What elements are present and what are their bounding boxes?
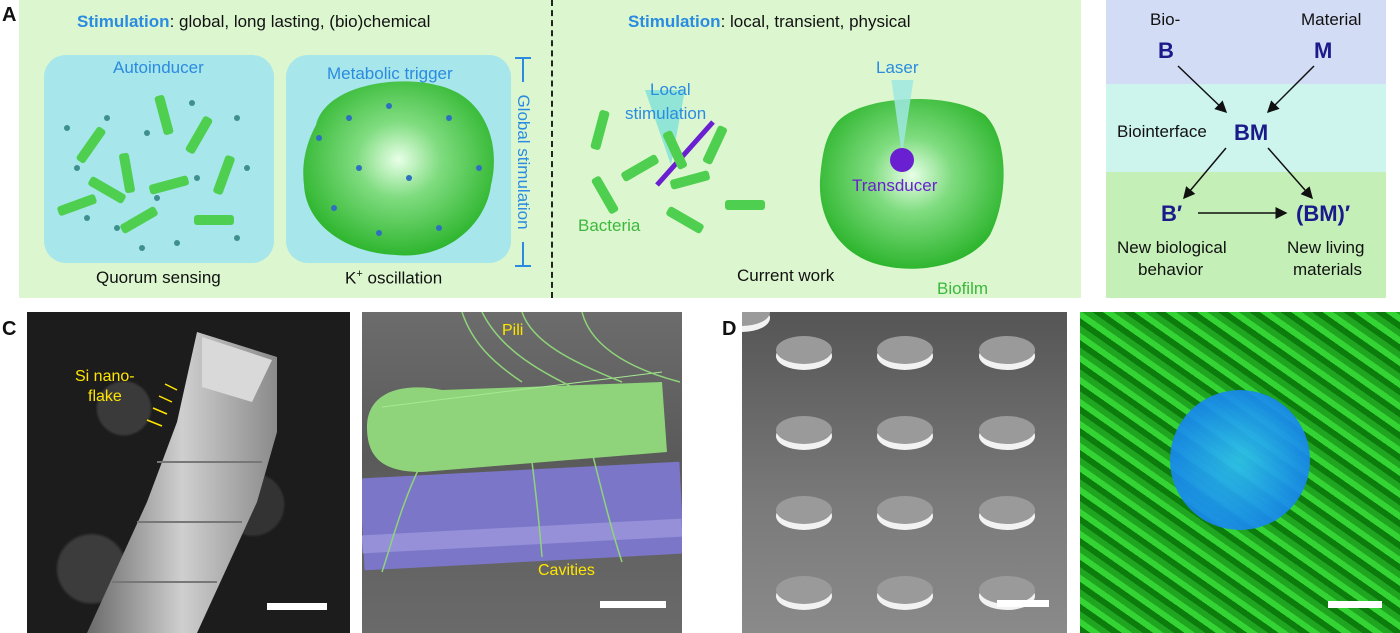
material-label: Material [1301,10,1362,29]
si-nanoflake-label-1: Si nano- [75,368,135,385]
fluorescence-image [1080,312,1400,633]
k-rest: oscillation [362,268,443,288]
metabolic-trigger-label: Metabolic trigger [327,64,453,83]
laser-label: Laser [876,58,919,77]
local-stimulation-label-1: Local [650,80,691,99]
panel-b-top-band [1106,0,1386,84]
pili-label: Pili [502,322,524,339]
panel-a-right-heading: Stimulation: local, transient, physical [628,12,910,32]
scale-bar-c2 [600,601,666,608]
bacteria-illustration [590,90,765,234]
biointerface-label: Biointerface [1117,122,1207,141]
biofilm-label: Biofilm [937,279,989,298]
left-heading-rest: : global, long lasting, (bio)chemical [169,12,431,31]
bm-prime-symbol: (BM)′ [1296,201,1351,226]
right-heading-keyword: Stimulation [628,12,721,31]
sem-si-nanoflake-image [27,312,350,633]
new-biological-line2: behavior [1138,260,1204,279]
k-oscillation-label: K+ oscillation [345,268,442,289]
autoinducer-label: Autoinducer [113,58,204,77]
biofilm-illustration-right [819,80,1004,269]
panel-a-divider [551,0,553,298]
k-sup: + [356,268,363,280]
biofilm-illustration-left [303,81,494,256]
cavities-label: Cavities [538,562,595,579]
panel-b-middle-band [1106,84,1386,172]
global-stim-top-cap [515,57,531,59]
b-prime-symbol: B′ [1161,201,1183,226]
local-stimulation-label-2: stimulation [625,104,707,123]
bio-prefix-label: Bio- [1150,10,1181,29]
panel-label-a: A [2,4,17,26]
panel-label-c: C [2,318,17,340]
new-living-line1: New living [1287,238,1365,257]
global-stim-bottom-cap [515,265,531,267]
current-work-label: Current work [737,266,835,285]
bacteria-label: Bacteria [578,216,641,235]
new-biological-line1: New biological [1117,238,1227,257]
transducer-label: Transducer [852,176,938,195]
scale-bar-d2 [1328,601,1382,608]
panel-label-d: D [722,318,737,340]
scale-bar-c1 [267,603,327,610]
k-oscillation-box [286,55,511,263]
panel-a-left-heading: Stimulation: global, long lasting, (bio)… [77,12,430,32]
m-symbol: M [1314,38,1333,63]
sem-bacterium-nanowire-image [362,312,682,633]
right-heading-rest: : local, transient, physical [720,12,911,31]
left-heading-keyword: Stimulation [77,12,170,31]
new-living-line2: materials [1293,260,1362,279]
k-main: K [345,268,357,288]
blue-stimulated-region [1170,390,1310,530]
b-symbol: B [1158,38,1174,63]
scale-bar-d1 [997,600,1049,607]
bm-symbol: BM [1234,120,1269,145]
quorum-sensing-label: Quorum sensing [96,268,221,287]
panel-b-arrows [1177,65,1315,219]
sem-pillar-array-image [742,312,1067,633]
panel-b-bottom-band [1106,172,1386,298]
quorum-sensing-box [44,55,274,263]
global-stimulation-label: Global stimulation [513,82,533,242]
si-nanoflake-label-2: flake [88,388,122,405]
